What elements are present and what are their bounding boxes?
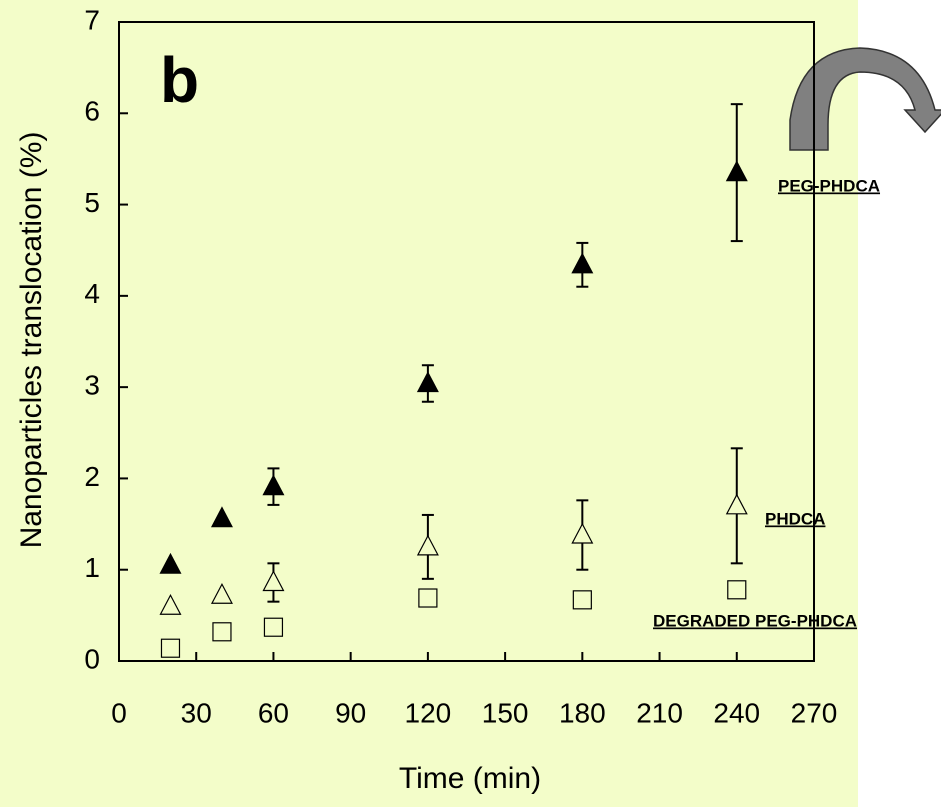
x-axis-label: Time (min): [399, 762, 541, 795]
marker: [416, 534, 439, 556]
marker: [159, 552, 182, 574]
marker: [725, 160, 748, 182]
x-tick-label: 180: [559, 697, 606, 728]
x-tick-label: 270: [791, 697, 838, 728]
x-tick-label: 240: [713, 697, 760, 728]
panel-background: [0, 0, 858, 807]
marker: [262, 570, 285, 592]
x-tick-label: 90: [335, 697, 366, 728]
marker: [416, 371, 439, 393]
marker: [571, 252, 594, 274]
marker: [572, 590, 592, 610]
marker: [210, 506, 233, 528]
x-tick-label: 210: [636, 697, 683, 728]
marker: [160, 638, 181, 658]
y-axis-label: Nanoparticles translocation (%): [15, 132, 48, 549]
y-tick-label: 2: [84, 461, 100, 492]
y-tick-label: 0: [84, 643, 100, 674]
plot-frame: [118, 21, 815, 662]
panel-label: b: [160, 44, 199, 116]
x-tick-label: 150: [482, 697, 529, 728]
y-tick-label: 3: [84, 370, 100, 401]
y-tick-label: 6: [84, 96, 100, 127]
marker: [571, 522, 594, 544]
x-tick-label: 30: [181, 697, 212, 728]
marker: [263, 617, 284, 637]
series-label: PEG-PHDCA: [778, 176, 880, 195]
y-tick-label: 7: [84, 4, 100, 35]
series-label: DEGRADED PEG-PHDCA: [653, 611, 857, 630]
marker: [725, 493, 748, 515]
marker: [418, 588, 438, 608]
marker: [210, 582, 233, 604]
series-label: PHDCA: [765, 509, 825, 528]
marker: [727, 580, 747, 600]
marker: [212, 622, 232, 642]
y-tick-label: 5: [84, 187, 100, 218]
marker: [159, 593, 182, 615]
marker: [262, 474, 285, 496]
x-tick-label: 0: [111, 697, 127, 728]
y-tick-label: 1: [84, 552, 100, 583]
x-tick-label: 120: [405, 697, 452, 728]
x-tick-label: 60: [258, 697, 289, 728]
curved-arrow: [789, 47, 941, 151]
y-tick-label: 4: [84, 278, 100, 309]
